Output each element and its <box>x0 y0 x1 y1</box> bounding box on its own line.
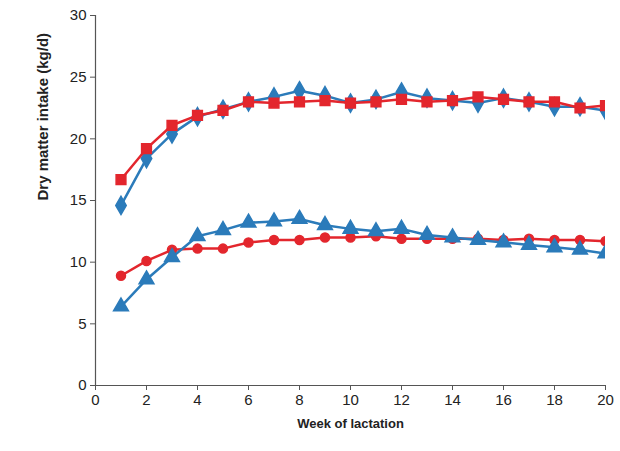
svg-text:20: 20 <box>597 391 614 408</box>
svg-text:12: 12 <box>393 391 410 408</box>
svg-text:15: 15 <box>70 191 87 208</box>
svg-text:10: 10 <box>342 391 359 408</box>
svg-text:6: 6 <box>244 391 252 408</box>
svg-text:14: 14 <box>444 391 461 408</box>
svg-text:5: 5 <box>78 315 86 332</box>
svg-text:18: 18 <box>546 391 563 408</box>
svg-text:2: 2 <box>142 391 150 408</box>
svg-text:20: 20 <box>70 130 87 147</box>
svg-text:0: 0 <box>78 376 86 393</box>
svg-text:10: 10 <box>70 253 87 270</box>
svg-text:Week of lactation: Week of lactation <box>297 416 404 431</box>
svg-text:25: 25 <box>70 68 87 85</box>
svg-text:8: 8 <box>295 391 303 408</box>
svg-text:16: 16 <box>495 391 512 408</box>
svg-text:30: 30 <box>70 6 87 23</box>
svg-text:4: 4 <box>193 391 201 408</box>
svg-text:0: 0 <box>91 391 99 408</box>
svg-text:Dry matter intake (kg/d): Dry matter intake (kg/d) <box>34 33 51 201</box>
